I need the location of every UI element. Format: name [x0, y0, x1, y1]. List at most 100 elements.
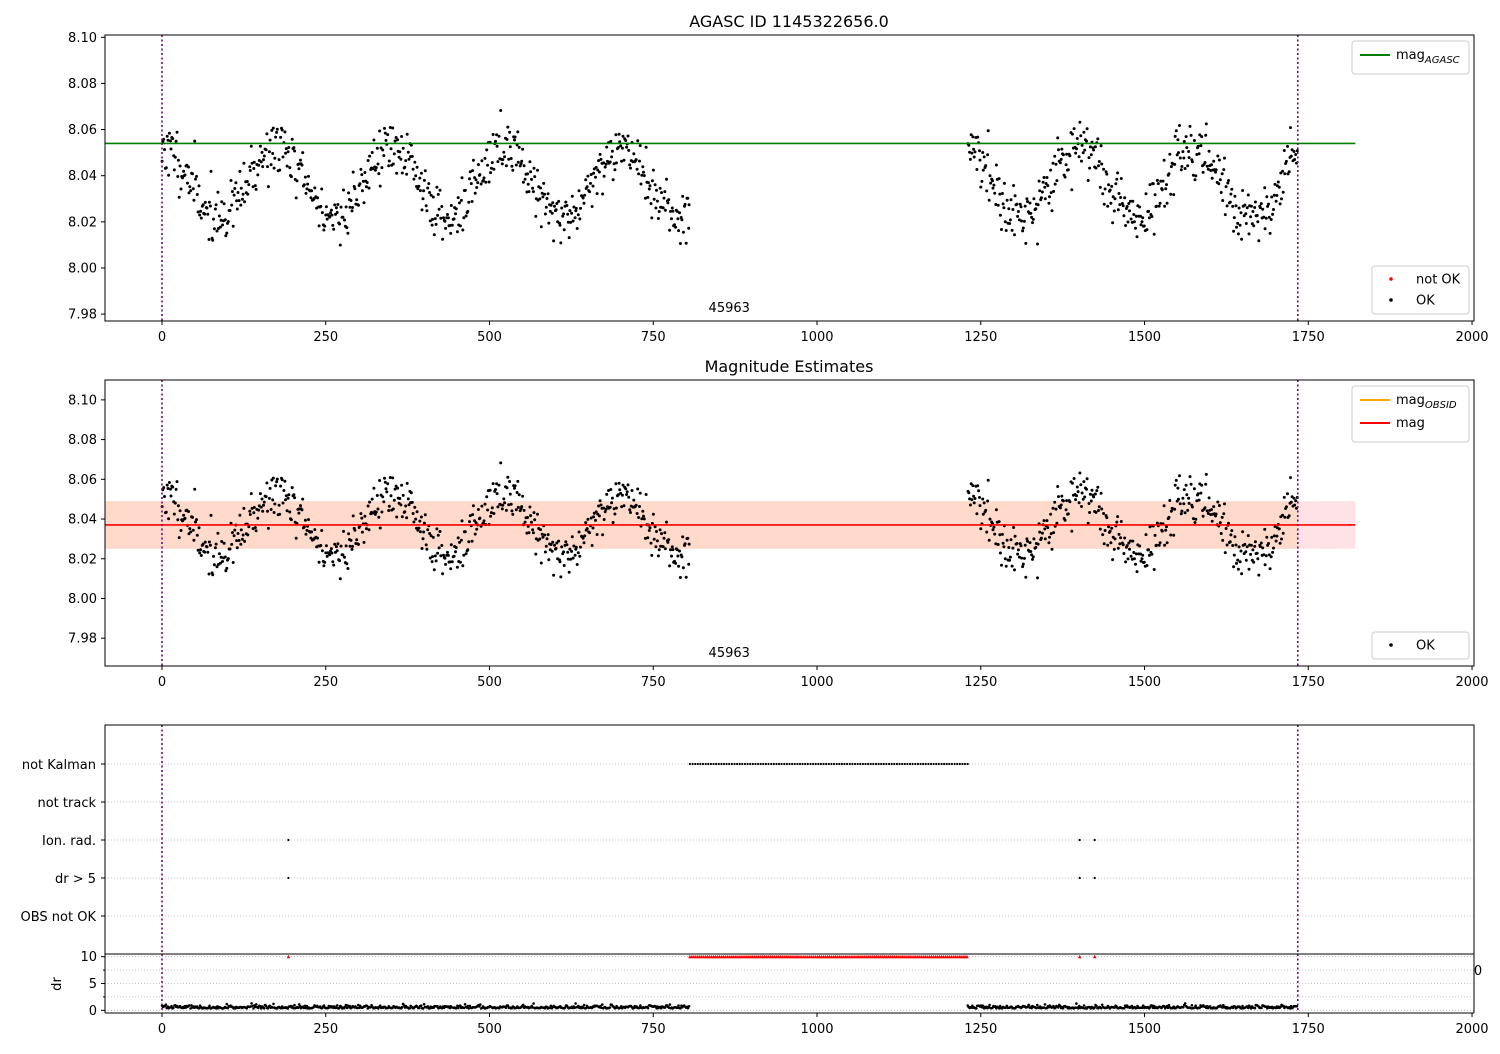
magnitude-point [582, 541, 586, 545]
magnitude-point [188, 185, 192, 189]
magnitude-point [248, 169, 252, 172]
magnitude-point [1183, 511, 1187, 515]
magnitude-point [490, 506, 494, 510]
magnitude-point [175, 130, 179, 134]
magnitude-point [1119, 520, 1123, 523]
magnitude-point [1085, 127, 1089, 131]
magnitude-point [1056, 485, 1060, 488]
magnitude-point [559, 241, 563, 245]
magnitude-point [604, 162, 608, 166]
magnitude-point [490, 161, 494, 165]
magnitude-point [349, 538, 353, 542]
magnitude-point [391, 126, 395, 130]
magnitude-point [640, 173, 644, 177]
magnitude-point [392, 152, 396, 156]
flag-point [812, 762, 815, 766]
flag-point [780, 762, 783, 766]
magnitude-point [288, 510, 292, 514]
magnitude-point [294, 196, 298, 200]
dr-point [646, 1006, 650, 1010]
magnitude-point [566, 557, 570, 561]
magnitude-point [353, 187, 357, 191]
x-tick-label: 750 [641, 675, 666, 690]
magnitude-point [482, 176, 486, 180]
legend-marker [1389, 298, 1393, 302]
magnitude-point [449, 543, 453, 547]
magnitude-point [1229, 192, 1233, 196]
magnitude-point [1204, 122, 1208, 126]
magnitude-point [302, 525, 306, 529]
flag-point [956, 762, 959, 766]
magnitude-point [455, 230, 459, 234]
magnitude-point [1249, 204, 1253, 208]
magnitude-point [1058, 506, 1062, 510]
flag-category-label: not Kalman [22, 758, 96, 773]
magnitude-point [1223, 551, 1227, 555]
magnitude-point [398, 497, 402, 500]
dr-point [170, 1004, 173, 1008]
magnitude-point [1228, 540, 1232, 544]
magnitude-point [1085, 139, 1088, 143]
magnitude-point [592, 171, 596, 175]
magnitude-point [1129, 554, 1133, 558]
magnitude-point [1123, 536, 1127, 540]
magnitude-point [409, 143, 413, 147]
magnitude-point [1122, 214, 1126, 218]
magnitude-point [1289, 126, 1292, 130]
dr-point [426, 1005, 430, 1008]
magnitude-point [572, 205, 576, 209]
magnitude-point [520, 505, 524, 509]
magnitude-point [357, 203, 360, 207]
magnitude-point [618, 140, 622, 144]
magnitude-point [1074, 498, 1078, 502]
legend-label: not OK [1416, 273, 1461, 288]
magnitude-point [1139, 559, 1143, 563]
magnitude-point [338, 243, 342, 247]
magnitude-point [1270, 535, 1274, 539]
magnitude-point [1032, 537, 1036, 541]
magnitude-point [1150, 552, 1154, 556]
magnitude-point [547, 558, 551, 562]
magnitude-point [978, 158, 982, 162]
magnitude-point [284, 151, 287, 155]
magnitude-point [1111, 195, 1115, 199]
flag-point [798, 762, 802, 766]
magnitude-point [1287, 170, 1291, 174]
magnitude-point [280, 478, 284, 482]
magnitude-point [583, 534, 587, 538]
magnitude-point [687, 542, 691, 546]
magnitude-point [277, 158, 281, 162]
magnitude-point [649, 202, 653, 206]
dr-point [456, 1004, 459, 1008]
magnitude-point [381, 495, 385, 499]
magnitude-point [376, 162, 380, 166]
magnitude-point [438, 530, 442, 533]
magnitude-point [1271, 550, 1275, 554]
flag-category-label: dr > 5 [55, 872, 96, 887]
magnitude-point [1118, 542, 1122, 546]
magnitude-point [454, 550, 457, 554]
magnitude-point [431, 217, 434, 221]
flag-point [895, 762, 899, 766]
magnitude-point [418, 519, 422, 523]
mag-estimates-points [160, 461, 1299, 581]
magnitude-point [448, 224, 452, 227]
magnitude-point [166, 487, 170, 490]
magnitude-point [1112, 209, 1116, 213]
magnitude-point [1259, 202, 1263, 206]
dr-capped-marker [286, 954, 291, 959]
magnitude-point [1029, 550, 1033, 553]
magnitude-point [1050, 547, 1054, 551]
magnitude-point [1012, 526, 1016, 529]
magnitude-point [1052, 531, 1056, 535]
magnitude-point [976, 135, 980, 139]
magnitude-point [998, 213, 1002, 217]
magnitude-point [300, 163, 304, 167]
magnitude-point [1116, 546, 1120, 550]
magnitude-point [1139, 552, 1142, 556]
magnitude-point [482, 519, 486, 523]
magnitude-point [162, 486, 166, 490]
magnitude-point [614, 482, 618, 486]
magnitude-point [550, 549, 554, 553]
